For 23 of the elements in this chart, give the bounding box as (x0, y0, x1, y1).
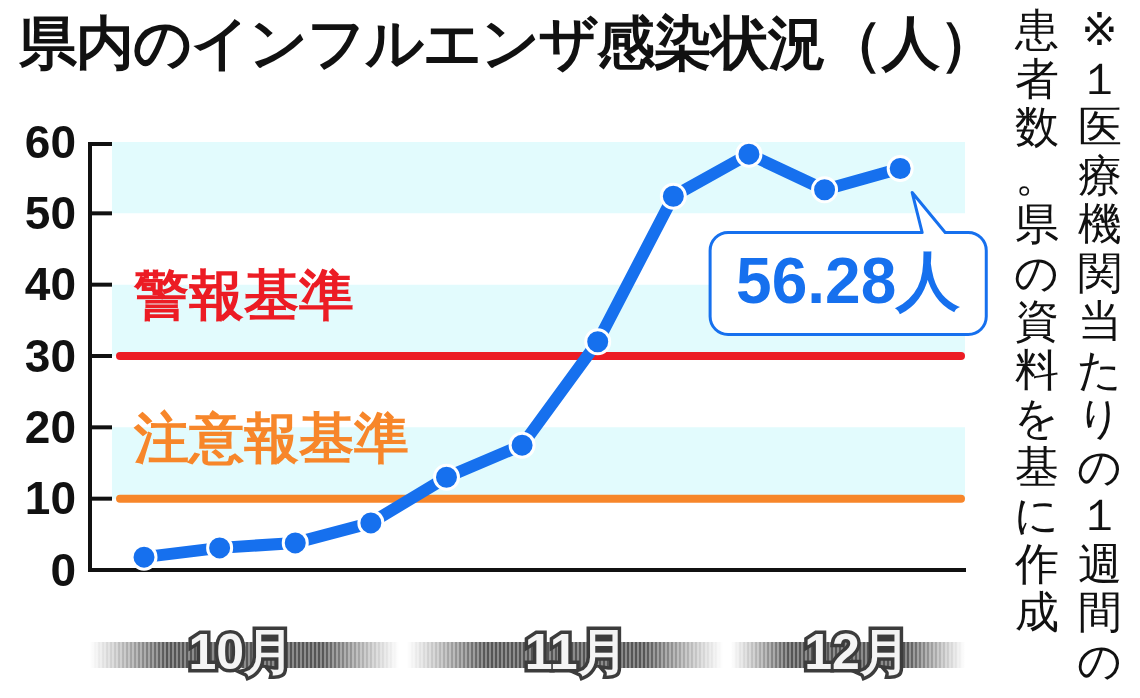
ref-line-label: 注意報基準 (133, 405, 409, 470)
point (659, 182, 687, 210)
point (206, 534, 234, 562)
point (735, 140, 763, 168)
y-tick-label: 10 (24, 472, 76, 525)
y-tick-label: 30 (24, 329, 76, 382)
text: ※１医療機関当たりの１週間の患者数。県の資料を基に作成 (1014, 4, 1122, 686)
point (811, 176, 839, 204)
chart-title: 県内のインフルエンザ感染状況（人） (19, 8, 996, 78)
y-tick-label: 60 (24, 115, 76, 168)
point (281, 529, 309, 557)
point (508, 431, 536, 459)
y-tick-label: 0 (50, 543, 76, 596)
annotation: 56.28人 (736, 245, 961, 318)
point (886, 155, 914, 183)
point (130, 543, 158, 571)
point (584, 328, 612, 356)
point (432, 463, 460, 491)
y-tick-label: 50 (24, 187, 76, 240)
ref-line-label: 警報基準 (133, 263, 354, 328)
y-tick-label: 20 (24, 401, 76, 454)
y-tick-label: 40 (24, 258, 76, 311)
point (357, 509, 385, 537)
